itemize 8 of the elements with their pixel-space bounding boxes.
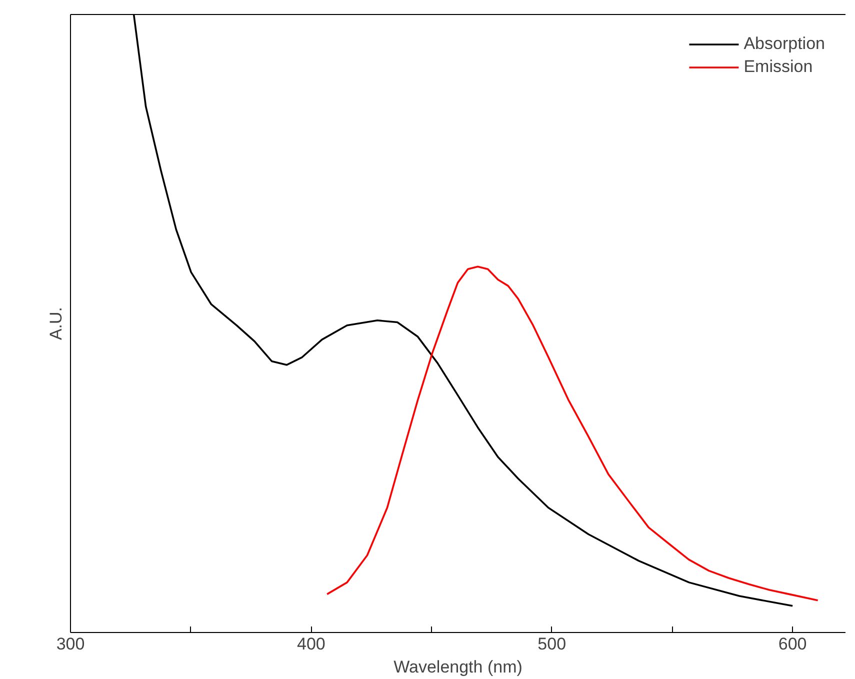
- x-tick-label: 500: [538, 634, 566, 654]
- x-tick-label: 300: [56, 634, 85, 654]
- legend-label: Absorption: [744, 34, 825, 54]
- y-axis-title: A.U.: [46, 306, 66, 340]
- legend-label: Emission: [744, 57, 813, 77]
- x-tick-label: 400: [297, 634, 326, 654]
- x-tick-label: 600: [778, 634, 807, 654]
- x-axis-title: Wavelength (nm): [394, 658, 522, 676]
